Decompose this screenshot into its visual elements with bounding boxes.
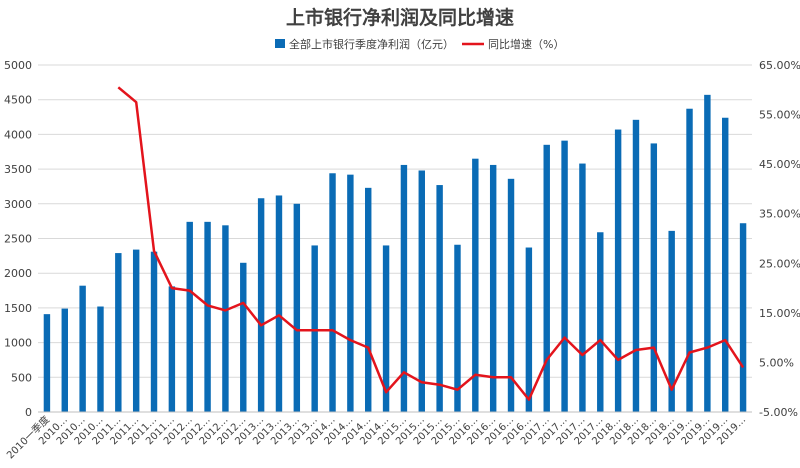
bar (382, 245, 390, 412)
bar (275, 195, 283, 412)
bar (436, 185, 443, 412)
right-tick-label: -5.00% (759, 406, 798, 419)
bar (472, 158, 479, 412)
bar (79, 285, 86, 412)
bar (61, 308, 68, 412)
bar (97, 306, 104, 412)
bar (597, 232, 604, 412)
left-tick-label: 500 (11, 371, 32, 384)
left-tick-label: 3500 (4, 163, 32, 176)
bar (168, 286, 176, 412)
left-tick-label: 3000 (4, 198, 32, 211)
x-axis: 2010一季度2010…2010…2010…2011…2011…2011…201… (4, 411, 752, 461)
legend-label-line: 同比增速（%） (488, 37, 564, 51)
bar (739, 223, 747, 412)
bar-series (43, 94, 747, 413)
bar (454, 244, 461, 412)
left-tick-label: 4500 (4, 94, 32, 107)
line-series (117, 86, 745, 401)
bar (222, 225, 229, 412)
bar (186, 221, 193, 412)
right-tick-label: 15.00% (759, 307, 800, 320)
bar (650, 143, 658, 412)
left-axis: 0 500 1000 1500 2000 2500 3000 3500 4000 4500 5000 (4, 59, 32, 419)
bar (722, 117, 729, 412)
bar (686, 108, 693, 413)
right-tick-label: 55.00% (759, 109, 800, 122)
left-tick-label: 1000 (4, 337, 32, 350)
bar (579, 163, 586, 412)
bar (614, 129, 622, 413)
bar (204, 221, 211, 412)
bar (347, 174, 354, 412)
right-tick-label: 35.00% (759, 208, 800, 221)
left-tick-label: 2500 (4, 233, 32, 246)
bar (132, 249, 140, 412)
left-tick-label: 4000 (4, 128, 32, 141)
bar (543, 144, 550, 412)
bar (525, 247, 533, 412)
bar (150, 251, 158, 412)
right-tick-label: 65.00% (759, 59, 800, 72)
left-tick-label: 5000 (4, 59, 32, 72)
bar (418, 170, 425, 412)
left-tick-label: 1500 (4, 302, 32, 315)
right-tick-label: 45.00% (759, 158, 800, 171)
right-tick-label: 25.00% (759, 257, 800, 270)
bar (329, 173, 336, 412)
bar (668, 230, 675, 412)
bar (257, 198, 265, 412)
growth-line (117, 86, 745, 401)
left-tick-label: 2000 (4, 267, 32, 280)
legend: 全部上市银行季度净利润（亿元） 同比增速（%） (275, 37, 564, 51)
bar (704, 94, 711, 412)
gridlines (38, 64, 752, 413)
left-tick-label: 0 (25, 406, 32, 419)
bar (293, 203, 301, 412)
bar (400, 164, 408, 412)
legend-label-bar: 全部上市银行季度净利润（亿元） (289, 37, 454, 51)
legend-swatch-bar (275, 39, 285, 48)
right-tick-label: 5.00% (759, 356, 794, 369)
bar (507, 178, 515, 412)
bar (311, 245, 318, 412)
bar (489, 164, 497, 412)
bar (115, 253, 122, 412)
chart-title: 上市银行净利润及同比增速 (286, 6, 514, 29)
bar (43, 314, 51, 412)
bar (240, 262, 247, 412)
bar (365, 187, 372, 412)
bar (561, 140, 568, 412)
right-axis: -5.00% 5.00% 15.00% 25.00% 35.00% 45.00% 55.00… (759, 59, 800, 419)
bar (632, 119, 640, 413)
